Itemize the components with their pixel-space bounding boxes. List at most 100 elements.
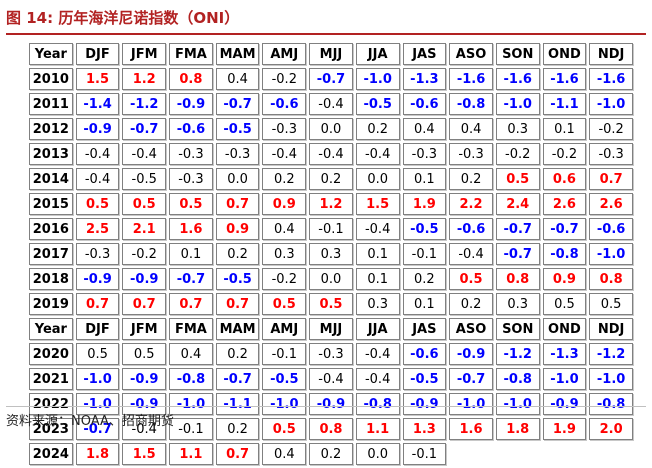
table-header-row: Year DJF JFM FMA MAM AMJ MJJ JJA JAS ASO SON OND NDJ — [29, 43, 633, 65]
oni-value-cell: -0.4 — [355, 343, 400, 365]
table-row: 2021 -1.0 -0.9 -0.8 -0.7 -0.5 -0.4 -0.4 -0.5 -0.7… — [29, 368, 633, 390]
oni-value-cell: 0.2 — [449, 168, 493, 190]
oni-value-cell: 0.5 — [262, 418, 307, 440]
oni-value-cell: -0.5 — [402, 218, 447, 240]
oni-value-cell: -1.6 — [495, 68, 540, 90]
oni-value-cell: -1.0 — [75, 393, 120, 415]
oni-value-cell: -1.0 — [542, 368, 587, 390]
oni-value-cell: 0.0 — [215, 168, 260, 190]
oni-value-cell: -0.5 — [402, 368, 447, 390]
year-cell: 2013 — [29, 143, 73, 165]
oni-value-cell: 0.2 — [309, 168, 353, 190]
oni-value-cell: 0.1 — [169, 243, 213, 265]
oni-value-cell: 2.4 — [495, 193, 540, 215]
column-header: DJF — [75, 318, 120, 340]
oni-value-cell: -0.9 — [402, 393, 447, 415]
column-header: ASO — [449, 43, 493, 65]
oni-value-cell: -1.6 — [589, 68, 633, 90]
oni-value-cell: 0.5 — [122, 343, 167, 365]
oni-value-cell: 0.2 — [215, 343, 260, 365]
year-cell: 2019 — [29, 293, 73, 315]
oni-value-cell: -0.4 — [309, 368, 353, 390]
oni-value-cell: 1.2 — [122, 68, 167, 90]
column-header: SON — [495, 43, 540, 65]
oni-value-cell: -1.0 — [589, 243, 633, 265]
oni-value-cell: -0.8 — [169, 368, 213, 390]
oni-value-cell: -0.7 — [449, 368, 493, 390]
oni-value-cell: 1.9 — [402, 193, 447, 215]
oni-value-cell: -0.8 — [355, 393, 400, 415]
column-header: JFM — [122, 318, 167, 340]
oni-value-cell: -0.7 — [122, 118, 167, 140]
oni-value-cell: 0.4 — [262, 443, 307, 465]
oni-value-cell: 0.8 — [589, 268, 633, 290]
oni-value-cell: -0.3 — [215, 143, 260, 165]
oni-value-cell: 0.7 — [122, 293, 167, 315]
column-header: ASO — [449, 318, 493, 340]
table-header-row: Year DJF JFM FMA MAM AMJ MJJ JJA JAS ASO SON OND NDJ — [29, 318, 633, 340]
table-row: 2020 0.5 0.5 0.4 0.2 -0.1 -0.3 -0.4 -0.6 -0.9 -1.2… — [29, 343, 633, 365]
oni-value-cell: -1.0 — [495, 393, 540, 415]
oni-value-cell: 0.7 — [169, 293, 213, 315]
oni-value-cell: -0.2 — [542, 143, 587, 165]
oni-value-cell: 0.4 — [402, 118, 447, 140]
oni-value-cell: 1.5 — [355, 193, 400, 215]
oni-value-cell: -1.3 — [402, 68, 447, 90]
year-cell: 2016 — [29, 218, 73, 240]
year-cell: 2015 — [29, 193, 73, 215]
column-header: FMA — [169, 43, 213, 65]
oni-table-container: Year DJF JFM FMA MAM AMJ MJJ JJA JAS ASO SON OND NDJ… — [26, 40, 636, 468]
empty-cell — [589, 443, 633, 465]
oni-value-cell: -0.4 — [355, 218, 400, 240]
oni-value-cell: -0.9 — [542, 393, 587, 415]
oni-value-cell: 0.5 — [262, 293, 307, 315]
oni-value-cell: 0.5 — [75, 343, 120, 365]
source-note: 资料来源：NOAA、招商期货 — [6, 414, 174, 429]
column-header: JJA — [355, 318, 400, 340]
oni-value-cell: 1.3 — [402, 418, 447, 440]
oni-value-cell: 0.5 — [495, 168, 540, 190]
table-row: 2018 -0.9 -0.9 -0.7 -0.5 -0.2 0.0 0.1 0.2 0.5 0.8 0… — [29, 268, 633, 290]
oni-value-cell: -1.1 — [542, 93, 587, 115]
table-row: 2014 -0.4 -0.5 -0.3 0.0 0.2 0.2 0.0 0.1 0.2 0.5 0.6… — [29, 168, 633, 190]
oni-value-cell: -0.8 — [589, 393, 633, 415]
oni-value-cell: 2.6 — [589, 193, 633, 215]
oni-value-cell: -0.3 — [402, 143, 447, 165]
oni-value-cell: 0.0 — [309, 118, 353, 140]
oni-value-cell: 0.6 — [542, 168, 587, 190]
oni-value-cell: 0.3 — [355, 293, 400, 315]
oni-value-cell: 0.0 — [309, 268, 353, 290]
oni-value-cell: -0.2 — [589, 118, 633, 140]
oni-value-cell: -0.9 — [122, 268, 167, 290]
oni-value-cell: -0.9 — [122, 368, 167, 390]
oni-value-cell: -0.2 — [262, 268, 307, 290]
oni-value-cell: 0.2 — [309, 443, 353, 465]
oni-value-cell: 1.1 — [169, 443, 213, 465]
oni-value-cell: -1.6 — [542, 68, 587, 90]
table-row: 2022 -1.0 -0.9 -1.0 -1.1 -1.0 -0.9 -0.8 -0.9 -1.0… — [29, 393, 633, 415]
oni-value-cell: 0.3 — [262, 243, 307, 265]
oni-value-cell: -0.3 — [449, 143, 493, 165]
column-header: MJJ — [309, 43, 353, 65]
oni-value-cell: -0.5 — [122, 168, 167, 190]
column-header: JJA — [355, 43, 400, 65]
oni-value-cell: 0.2 — [402, 268, 447, 290]
oni-value-cell: -0.6 — [402, 93, 447, 115]
oni-value-cell: -1.0 — [169, 393, 213, 415]
oni-value-cell: 0.2 — [215, 418, 260, 440]
oni-value-cell: 1.9 — [542, 418, 587, 440]
oni-value-cell: -0.9 — [449, 343, 493, 365]
oni-value-cell: 1.6 — [169, 218, 213, 240]
column-header: AMJ — [262, 43, 307, 65]
oni-value-cell: 0.7 — [215, 293, 260, 315]
oni-value-cell: -0.8 — [449, 93, 493, 115]
oni-value-cell: 0.5 — [122, 193, 167, 215]
oni-value-cell: 0.8 — [495, 268, 540, 290]
title-divider — [6, 33, 646, 35]
column-header: OND — [542, 318, 587, 340]
oni-value-cell: -1.2 — [589, 343, 633, 365]
oni-value-cell: -0.4 — [355, 368, 400, 390]
oni-value-cell: -0.5 — [215, 268, 260, 290]
oni-value-cell: 1.8 — [75, 443, 120, 465]
column-header: FMA — [169, 318, 213, 340]
